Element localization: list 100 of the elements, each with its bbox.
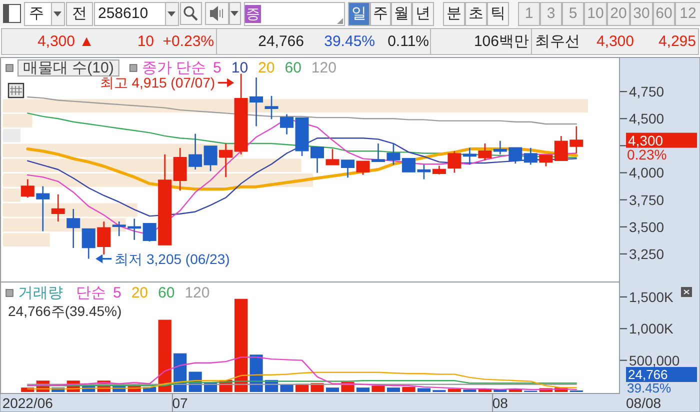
candlestick <box>66 208 80 249</box>
text: 24,766 <box>258 33 304 50</box>
text: 20 <box>610 5 627 22</box>
text: 최우선 <box>535 33 580 50</box>
candlestick <box>20 178 34 198</box>
bar <box>402 386 416 392</box>
text: 전 <box>72 5 87 22</box>
candlestick <box>51 194 65 222</box>
bar <box>417 388 430 392</box>
bar <box>463 389 476 392</box>
x-tick-label: 07 <box>172 395 188 411</box>
text: 일 <box>352 5 366 22</box>
text: 5 <box>213 60 222 76</box>
x-tick-label: 08 <box>492 395 508 411</box>
candlestick <box>219 142 233 178</box>
text: 분 <box>446 5 462 22</box>
text: 4,300 <box>628 132 664 148</box>
line-series <box>27 118 577 236</box>
candlestick <box>158 154 172 246</box>
candlestick <box>448 150 462 174</box>
y-tick-label: 500,000 <box>629 352 680 368</box>
annotation: 최고 4,915 (07/07) <box>100 74 216 91</box>
y-tick-label: 3,250 <box>629 246 664 262</box>
candlestick <box>250 76 264 127</box>
chart-title: 거래량 <box>18 284 63 302</box>
line-series <box>27 356 577 390</box>
text: 30 <box>633 5 650 22</box>
bar <box>158 320 172 392</box>
y-tick-label: 4,500 <box>629 110 664 127</box>
text: 년 <box>416 5 430 22</box>
text: 4,295 <box>658 33 696 50</box>
candlestick <box>295 117 309 157</box>
text: 4,300 <box>596 33 634 50</box>
candlestick <box>280 114 294 135</box>
candlestick <box>173 147 187 192</box>
line-series <box>27 372 577 390</box>
legend-title: 단순 <box>76 284 106 302</box>
candlestick <box>326 148 340 166</box>
bar <box>280 384 294 392</box>
y-tick-label: 3,500 <box>629 218 664 235</box>
text: 60 <box>284 60 302 76</box>
candlestick <box>188 133 202 170</box>
bar <box>326 388 340 392</box>
candlestick <box>356 160 370 176</box>
bar <box>356 388 370 392</box>
candlestick <box>539 154 553 167</box>
bar <box>386 388 400 392</box>
text: 5 <box>568 5 578 22</box>
text: 12 <box>680 5 696 22</box>
candlestick <box>264 95 278 120</box>
text: 5 <box>113 284 122 302</box>
text: 10 <box>587 5 604 22</box>
text: 60 <box>158 284 175 302</box>
line-series <box>26 147 578 190</box>
text: 0.23% <box>627 146 667 162</box>
text: 39.45% <box>324 33 375 50</box>
x-tick-label: 2022/06 <box>2 395 54 411</box>
candlestick <box>478 142 492 161</box>
line-series <box>27 138 577 217</box>
bar <box>448 388 461 392</box>
text: 1 <box>524 5 534 22</box>
chart-title: 매물대 수(10) <box>23 60 114 76</box>
text: 월 <box>394 5 409 22</box>
candlestick <box>204 146 218 172</box>
legend-title: 종가 단순 <box>142 60 206 76</box>
y-tick-label: 1,000K <box>629 320 674 337</box>
y-tick-label: 4,000 <box>629 164 664 181</box>
candlestick <box>142 222 156 242</box>
text: 0.11% <box>388 33 429 50</box>
bar <box>372 386 385 392</box>
candlestick <box>82 228 96 260</box>
candlestick <box>524 147 538 166</box>
text: 3 <box>546 5 556 22</box>
text: 초 <box>468 5 484 22</box>
y-tick-label: 3,750 <box>629 192 664 208</box>
text: 24,766 <box>628 367 668 382</box>
y-tick-label: 4,750 <box>629 84 664 100</box>
text: 주 <box>373 5 388 22</box>
candlestick <box>310 146 324 174</box>
text: 106백만 <box>474 33 529 50</box>
text: 120 <box>311 60 336 76</box>
text: 10 <box>137 33 154 50</box>
text: 증 <box>246 6 260 22</box>
candlestick <box>432 165 446 176</box>
text: 39.45% <box>627 380 672 396</box>
candlestick <box>462 147 476 166</box>
text: 24,766주(39.45%) <box>8 303 122 319</box>
bar <box>234 298 248 392</box>
text: 20 <box>258 60 275 76</box>
text: 주 <box>29 5 44 22</box>
x-axis-title: 08/08 <box>626 395 662 411</box>
text: 120 <box>184 284 210 302</box>
candlestick <box>97 220 111 256</box>
text: 20 <box>131 284 148 302</box>
y-tick-label: 1,500K <box>629 288 674 305</box>
line-series <box>27 96 577 125</box>
candlestick <box>36 186 50 232</box>
text: 4,300 ▲ <box>37 33 94 50</box>
annotation: 최저 3,205 (06/23) <box>114 250 230 267</box>
text: +0.23% <box>162 33 214 50</box>
